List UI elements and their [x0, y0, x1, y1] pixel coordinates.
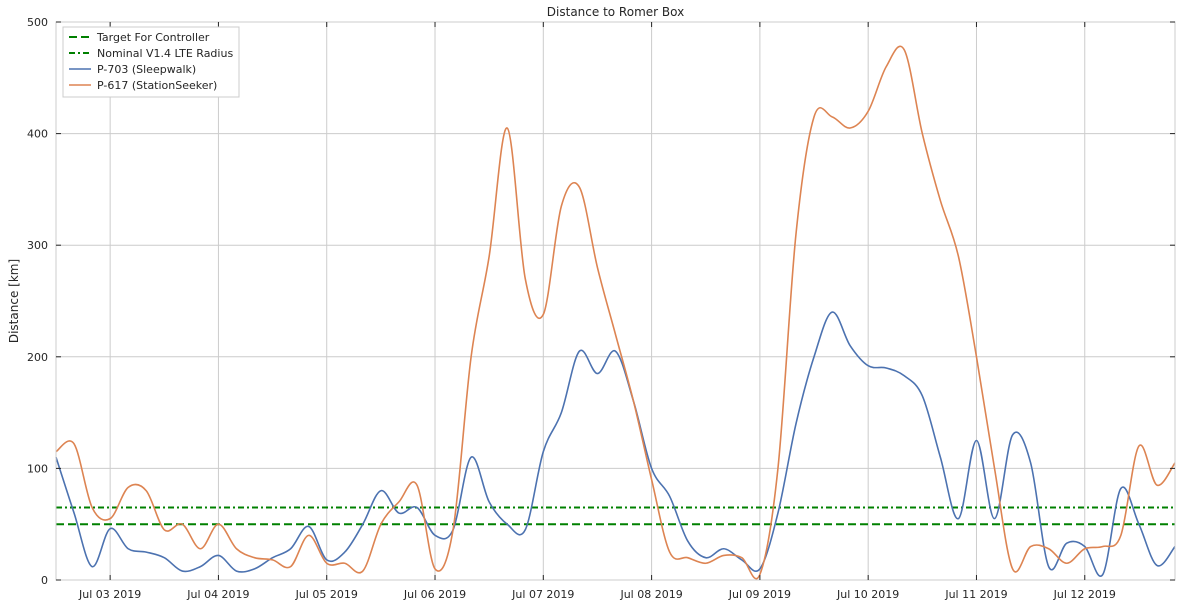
- legend-label: Target For Controller: [96, 31, 210, 44]
- series-line: [55, 45, 1176, 580]
- y-tick-label: 400: [27, 128, 48, 141]
- x-tick-label: Jul 04 2019: [186, 588, 249, 601]
- x-tick-label: Jul 08 2019: [619, 588, 682, 601]
- legend-label: P-617 (StationSeeker): [97, 79, 217, 92]
- axis-ticks: 0 100 200 300 400 500 Jul 03 2019 Jul 04 2019 Ju…: [27, 16, 1175, 601]
- y-tick-label: 100: [27, 462, 48, 475]
- y-axis-label: Distance [km]: [7, 259, 21, 343]
- chart-title: Distance to Romer Box: [547, 5, 684, 19]
- legend-label: P-703 (Sleepwalk): [97, 63, 196, 76]
- x-tick-label: Jul 07 2019: [511, 588, 574, 601]
- x-tick-label: Jul 09 2019: [728, 588, 791, 601]
- plot-frame: [55, 21, 1176, 581]
- legend-label: Nominal V1.4 LTE Radius: [97, 47, 233, 60]
- reference-lines: [56, 506, 1175, 526]
- y-tick-label: 200: [27, 351, 48, 364]
- y-tick-label: 0: [41, 574, 48, 587]
- legend: Target For Controller Nominal V1.4 LTE Ra…: [62, 26, 240, 98]
- x-tick-label: Jul 03 2019: [78, 588, 141, 601]
- x-tick-label: Jul 11 2019: [944, 588, 1007, 601]
- grid: [56, 21, 1175, 581]
- series-lines: [55, 45, 1176, 580]
- x-tick-label: Jul 05 2019: [295, 588, 358, 601]
- legend-box: [62, 26, 240, 98]
- x-tick-label: Jul 12 2019: [1053, 588, 1116, 601]
- y-tick-label: 300: [27, 239, 48, 252]
- x-tick-label: Jul 06 2019: [403, 588, 466, 601]
- y-tick-label: 500: [27, 16, 48, 29]
- x-tick-label: Jul 10 2019: [836, 588, 899, 601]
